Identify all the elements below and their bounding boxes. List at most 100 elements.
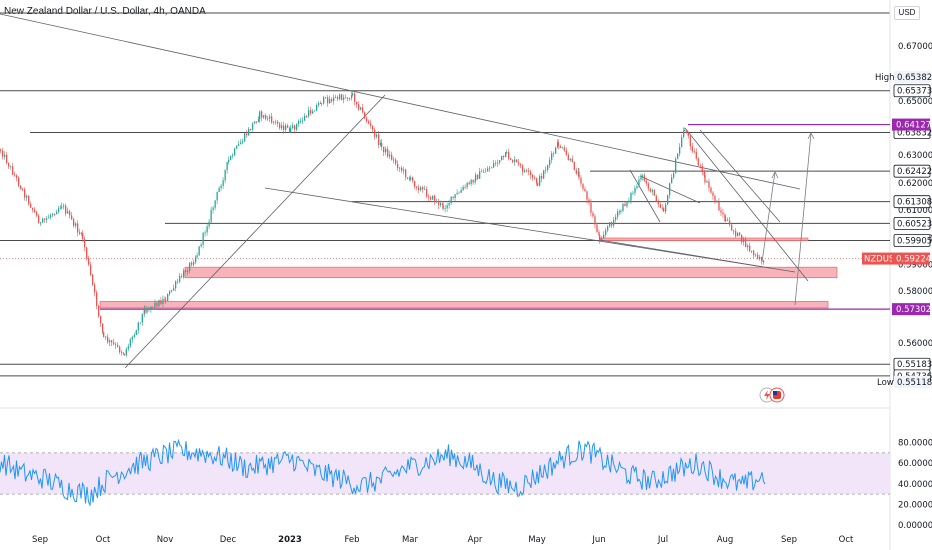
candle-31 [61, 206, 63, 208]
candle-83 [160, 300, 162, 305]
candle-115 [222, 180, 224, 186]
candle-131 [254, 121, 256, 124]
candle-146 [283, 125, 285, 130]
candle-307 [592, 212, 594, 217]
candle-355 [683, 130, 685, 131]
candle-247 [477, 174, 479, 179]
time-tick-10: Jul [657, 535, 668, 545]
candle-7 [14, 174, 16, 176]
candle-324 [624, 203, 626, 207]
price-tick-2: 0.63000 [898, 151, 932, 161]
candle-46 [90, 264, 92, 275]
candle-177 [343, 97, 345, 100]
candle-85 [164, 298, 166, 301]
candle-256 [495, 163, 497, 165]
candle-223 [432, 195, 434, 200]
candle-366 [704, 175, 706, 183]
candle-94 [181, 276, 183, 277]
rsi-tick-1: 60.00000 [898, 459, 932, 469]
level-tag-text-4: 0.60523 [897, 219, 932, 229]
candle-89 [171, 290, 173, 292]
candle-191 [370, 123, 372, 126]
candle-72 [139, 322, 141, 324]
candle-236 [456, 192, 458, 195]
high-label: High [875, 73, 895, 83]
candle-388 [747, 245, 749, 248]
candle-57 [111, 340, 113, 343]
candle-273 [528, 170, 530, 172]
candle-341 [657, 201, 659, 205]
candle-164 [318, 102, 320, 105]
candle-309 [596, 224, 598, 232]
candle-171 [331, 99, 333, 102]
candle-303 [584, 188, 586, 192]
candle-393 [757, 254, 759, 259]
candle-359 [691, 146, 693, 152]
level-tag-text-5: 0.59905 [897, 237, 932, 247]
candle-186 [360, 107, 362, 110]
candle-120 [232, 155, 234, 157]
candle-260 [503, 155, 505, 157]
candle-139 [269, 116, 271, 119]
candle-314 [605, 230, 607, 235]
candle-387 [745, 239, 747, 248]
candle-243 [470, 179, 472, 185]
candle-261 [505, 152, 507, 157]
candle-132 [256, 121, 258, 123]
high-value: 0.65382 [897, 73, 932, 83]
candle-119 [230, 155, 232, 160]
candle-75 [144, 309, 146, 313]
candle-202 [391, 154, 393, 160]
candle-372 [716, 201, 718, 203]
candle-239 [462, 186, 464, 191]
candle-129 [250, 128, 252, 130]
candle-370 [712, 192, 714, 196]
candle-23 [46, 218, 48, 220]
candle-335 [645, 180, 647, 184]
candle-281 [543, 170, 545, 179]
candle-336 [647, 183, 649, 189]
candle-328 [632, 192, 634, 194]
candle-71 [137, 322, 139, 331]
projection-arrow-0 [761, 171, 776, 263]
candle-107 [206, 226, 208, 233]
candle-268 [518, 162, 520, 165]
candle-63 [123, 352, 125, 355]
candle-215 [416, 186, 418, 188]
candle-312 [601, 238, 603, 240]
candle-187 [362, 107, 364, 113]
zone-2 [599, 237, 809, 241]
candle-59 [115, 344, 117, 346]
candle-143 [277, 121, 279, 124]
candle-367 [706, 181, 708, 183]
candle-142 [275, 121, 277, 123]
time-tick-3: Dec [220, 535, 237, 545]
candle-99 [191, 262, 193, 265]
candle-302 [582, 183, 584, 189]
candle-310 [598, 231, 600, 236]
candle-255 [493, 163, 495, 168]
candle-34 [67, 211, 69, 214]
candle-257 [497, 162, 499, 164]
trend-line-2 [124, 94, 386, 369]
candle-42 [82, 232, 84, 240]
candle-140 [271, 116, 273, 123]
currency-button[interactable]: USD [894, 6, 920, 20]
candle-265 [512, 159, 514, 163]
candle-392 [755, 254, 757, 256]
candle-165 [320, 102, 322, 104]
current-price-tag [892, 252, 930, 265]
candle-55 [107, 336, 109, 343]
candle-204 [395, 159, 397, 164]
candle-299 [577, 171, 579, 174]
candle-250 [483, 171, 485, 173]
candle-6 [12, 166, 14, 175]
candle-65 [125, 349, 127, 356]
time-tick-12: Sep [781, 535, 797, 545]
trend-line-0 [0, 13, 801, 190]
candle-39 [77, 223, 79, 233]
candle-157 [304, 116, 306, 121]
candle-253 [489, 167, 491, 169]
time-tick-1: Oct [96, 535, 111, 545]
